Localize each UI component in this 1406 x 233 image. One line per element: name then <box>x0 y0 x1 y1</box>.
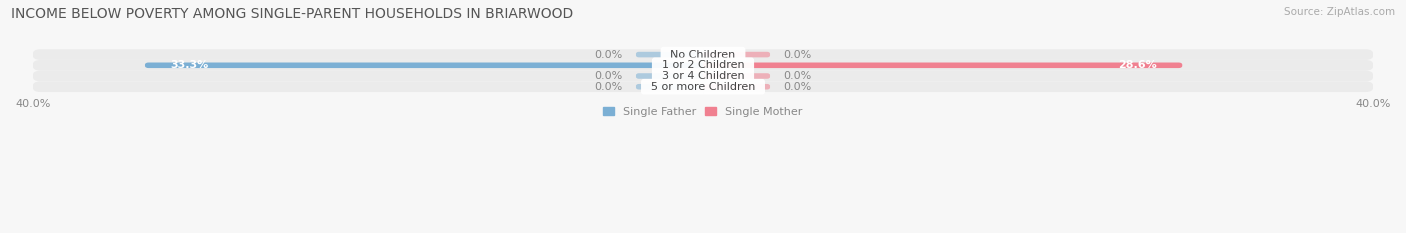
Text: 28.6%: 28.6% <box>1118 60 1157 70</box>
Text: 1 or 2 Children: 1 or 2 Children <box>655 60 751 70</box>
FancyBboxPatch shape <box>636 84 703 89</box>
FancyBboxPatch shape <box>703 62 1182 68</box>
Text: 33.3%: 33.3% <box>170 60 208 70</box>
Text: Source: ZipAtlas.com: Source: ZipAtlas.com <box>1284 7 1395 17</box>
FancyBboxPatch shape <box>703 52 770 57</box>
FancyBboxPatch shape <box>636 73 703 79</box>
Text: 0.0%: 0.0% <box>783 71 811 81</box>
FancyBboxPatch shape <box>703 73 770 79</box>
Legend: Single Father, Single Mother: Single Father, Single Mother <box>603 107 803 117</box>
FancyBboxPatch shape <box>32 71 1374 81</box>
Text: INCOME BELOW POVERTY AMONG SINGLE-PARENT HOUSEHOLDS IN BRIARWOOD: INCOME BELOW POVERTY AMONG SINGLE-PARENT… <box>11 7 574 21</box>
FancyBboxPatch shape <box>32 49 1374 60</box>
Text: 0.0%: 0.0% <box>595 50 623 60</box>
Text: 0.0%: 0.0% <box>595 82 623 92</box>
FancyBboxPatch shape <box>32 81 1374 92</box>
FancyBboxPatch shape <box>145 62 703 68</box>
FancyBboxPatch shape <box>32 60 1374 71</box>
FancyBboxPatch shape <box>703 84 770 89</box>
Text: 0.0%: 0.0% <box>783 82 811 92</box>
FancyBboxPatch shape <box>636 52 703 57</box>
Text: 3 or 4 Children: 3 or 4 Children <box>655 71 751 81</box>
Text: No Children: No Children <box>664 50 742 60</box>
Text: 5 or more Children: 5 or more Children <box>644 82 762 92</box>
Text: 0.0%: 0.0% <box>595 71 623 81</box>
Text: 0.0%: 0.0% <box>783 50 811 60</box>
